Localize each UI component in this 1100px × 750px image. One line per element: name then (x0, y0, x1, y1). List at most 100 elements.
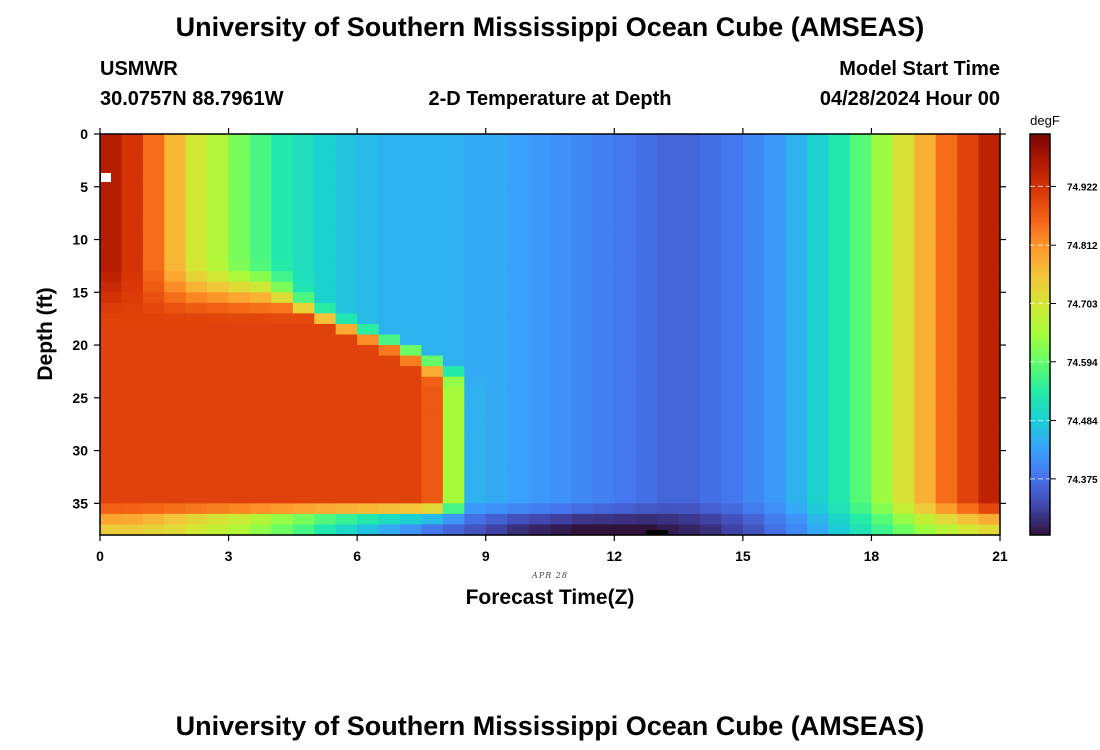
heatmap-cell (721, 482, 744, 494)
heatmap-cell (678, 228, 701, 241)
heatmap-cell (657, 366, 680, 378)
heatmap-cell (657, 155, 680, 167)
heatmap-cell (485, 345, 508, 357)
heatmap-cell (507, 281, 530, 293)
heatmap-cell (764, 218, 787, 230)
heatmap-cell (721, 524, 744, 536)
heatmap-cell (421, 228, 444, 241)
heatmap-cell (142, 134, 165, 146)
heatmap-cell (742, 366, 765, 378)
heatmap-cell (100, 302, 123, 314)
heatmap-cell (871, 323, 894, 336)
heatmap-cell (421, 418, 444, 431)
heatmap-cell (828, 281, 851, 293)
heatmap-cell (614, 408, 637, 420)
heatmap-cell (550, 250, 573, 262)
heatmap-cell (164, 239, 187, 251)
heatmap-cell (335, 302, 358, 314)
heatmap-cell (957, 450, 980, 462)
heatmap-cell (571, 323, 594, 336)
heatmap-cell (742, 513, 765, 526)
heatmap-cell (185, 376, 208, 388)
heatmap-cell (721, 207, 744, 220)
heatmap-cell (914, 397, 937, 409)
heatmap-cell (464, 313, 487, 325)
heatmap-cell (828, 461, 851, 473)
heatmap-cell (164, 197, 187, 209)
heatmap-cell (678, 281, 701, 293)
heatmap-cell (807, 376, 830, 388)
heatmap-cell (678, 387, 701, 399)
heatmap-cell (807, 292, 830, 304)
heatmap-cell (464, 334, 487, 346)
heatmap-cell (828, 239, 851, 251)
heatmap-cell (421, 471, 444, 483)
heatmap-cell (850, 355, 873, 367)
heatmap-cell (892, 176, 915, 188)
heatmap-cell (207, 503, 230, 515)
heatmap-cell (271, 186, 294, 198)
heatmap-cell (571, 387, 594, 399)
heatmap-cell (185, 524, 208, 536)
heatmap-cell (935, 313, 958, 325)
heatmap-cell (957, 376, 980, 388)
heatmap-cell (507, 218, 530, 230)
heatmap-cell (850, 302, 873, 314)
heatmap-cell (957, 228, 980, 241)
heatmap-cell (421, 376, 444, 388)
heatmap-cell (464, 239, 487, 251)
heatmap-cell (764, 292, 787, 304)
heatmap-cell (978, 292, 1001, 304)
heatmap-cell (892, 281, 915, 293)
heatmap-cell (828, 387, 851, 399)
heatmap-cell (978, 197, 1001, 209)
heatmap-cell (807, 408, 830, 420)
heatmap-cell (378, 250, 401, 262)
heatmap-cell (378, 144, 401, 156)
heatmap-cell (528, 355, 551, 367)
heatmap-cell (378, 155, 401, 167)
heatmap-cell (550, 260, 573, 272)
heatmap-cell (700, 387, 723, 399)
heatmap-cell (935, 155, 958, 167)
heatmap-cell (357, 440, 380, 452)
heatmap-cell (507, 524, 530, 536)
heatmap-cell (121, 345, 144, 357)
heatmap-cell (228, 345, 251, 357)
heatmap-cell (828, 450, 851, 462)
heatmap-cell (657, 292, 680, 304)
heatmap-cell (700, 461, 723, 473)
heatmap-cell (592, 302, 615, 314)
heatmap-cell (528, 313, 551, 325)
heatmap-cell (571, 207, 594, 220)
heatmap-cell (935, 207, 958, 220)
heatmap-cell (207, 260, 230, 272)
heatmap-cell (142, 207, 165, 220)
heatmap-cell (314, 260, 337, 272)
heatmap-cell (635, 313, 658, 325)
heatmap-cell (678, 218, 701, 230)
heatmap-cell (850, 186, 873, 198)
heatmap-cell (785, 418, 808, 431)
heatmap-cell (164, 492, 187, 504)
heatmap-cell (592, 492, 615, 504)
heatmap-cell (657, 387, 680, 399)
heatmap-cell (228, 186, 251, 198)
colorbar-tick-label: 74.922 (1067, 182, 1098, 193)
heatmap-cell (335, 397, 358, 409)
heatmap-cell (507, 302, 530, 314)
heatmap-cell (357, 207, 380, 220)
heatmap-cell (400, 302, 423, 314)
heatmap-cell (721, 376, 744, 388)
heatmap-cell (871, 471, 894, 483)
heatmap-cell (528, 429, 551, 441)
heatmap-cell (100, 186, 123, 198)
heatmap-cell (314, 471, 337, 483)
heatmap-cell (314, 345, 337, 357)
heatmap-cell (850, 250, 873, 262)
heatmap-cell (507, 440, 530, 452)
heatmap-cell (314, 461, 337, 473)
heatmap-cell (721, 271, 744, 283)
heatmap-cell (892, 408, 915, 420)
heatmap-cell (335, 461, 358, 473)
